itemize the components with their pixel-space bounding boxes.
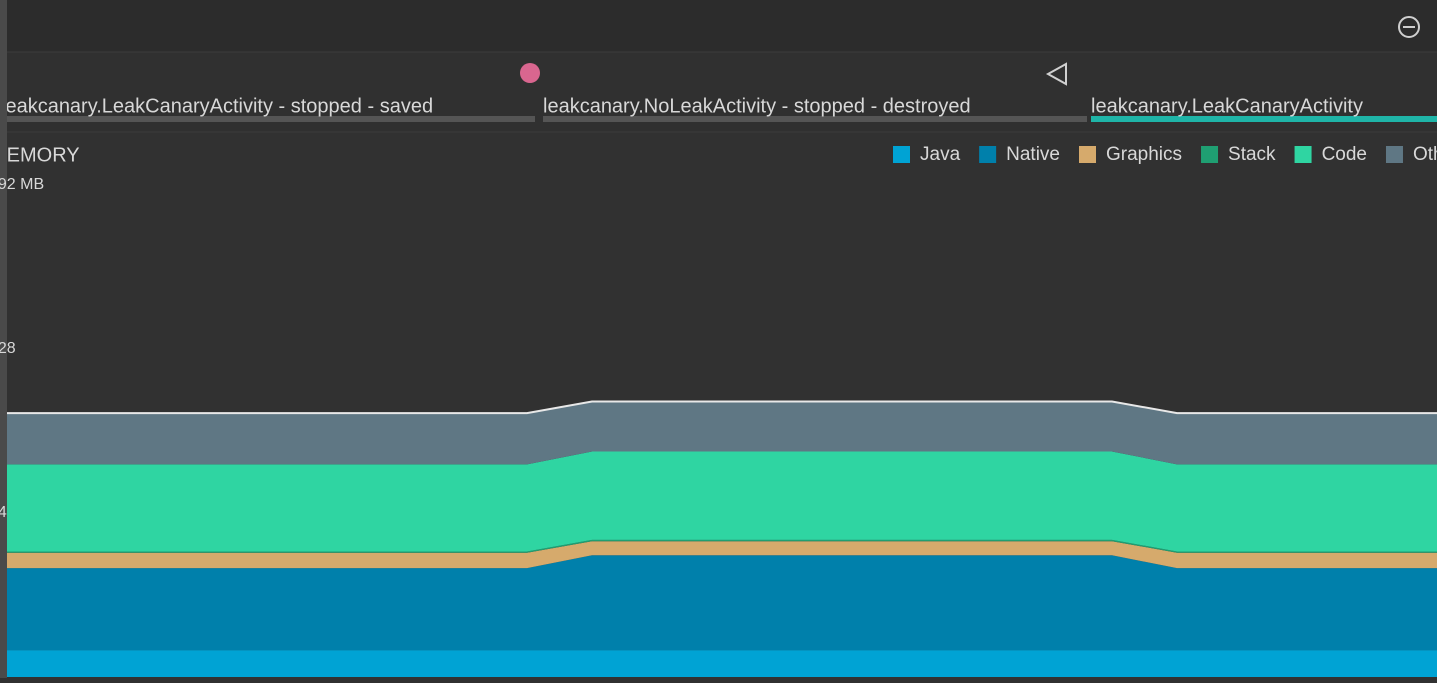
area (7, 451, 1437, 552)
area (7, 555, 1437, 651)
legend-label: Others (1413, 144, 1437, 165)
legend-swatch (1201, 146, 1219, 163)
total-outline (7, 400, 1437, 415)
zoom-out-button[interactable] (1398, 16, 1420, 38)
legend-label: Code (1322, 144, 1367, 165)
left-edge (0, 0, 7, 678)
event-marker[interactable] (1045, 62, 1067, 86)
legend-swatch (979, 146, 997, 163)
activity-bar (1091, 116, 1437, 122)
activity-bar (543, 116, 1087, 122)
legend-swatch (1385, 146, 1403, 163)
activity-bar (7, 116, 535, 122)
y-tick-label: 128 (0, 340, 16, 357)
chart-title: MEMORY (0, 144, 80, 166)
toolbar (0, 0, 1437, 52)
icon (1398, 16, 1420, 38)
legend-label: Graphics (1106, 144, 1182, 165)
area (7, 541, 1437, 569)
y-tick-label: 192 MB (0, 176, 44, 193)
activity-label[interactable]: leakcanary.LeakCanaryActivity (1091, 95, 1363, 117)
area (7, 401, 1437, 465)
activity-label[interactable]: leakcanary.LeakCanaryActivity - stopped … (1, 95, 433, 117)
activity-label[interactable]: leakcanary.NoLeakActivity - stopped - de… (543, 95, 971, 117)
legend-label: Native (1006, 144, 1060, 165)
legend-swatch (893, 146, 910, 163)
area (7, 650, 1437, 677)
event-marker[interactable] (520, 63, 540, 83)
legend-label: Java (920, 144, 961, 165)
plot (7, 400, 1437, 677)
y-tick-label: 64 (0, 504, 7, 521)
legend-label: Stack (1228, 144, 1276, 165)
legend-swatch (1294, 146, 1312, 163)
legend-swatch (1079, 146, 1096, 163)
legend: Java Native Graphics Stack Code Others (893, 144, 1437, 165)
